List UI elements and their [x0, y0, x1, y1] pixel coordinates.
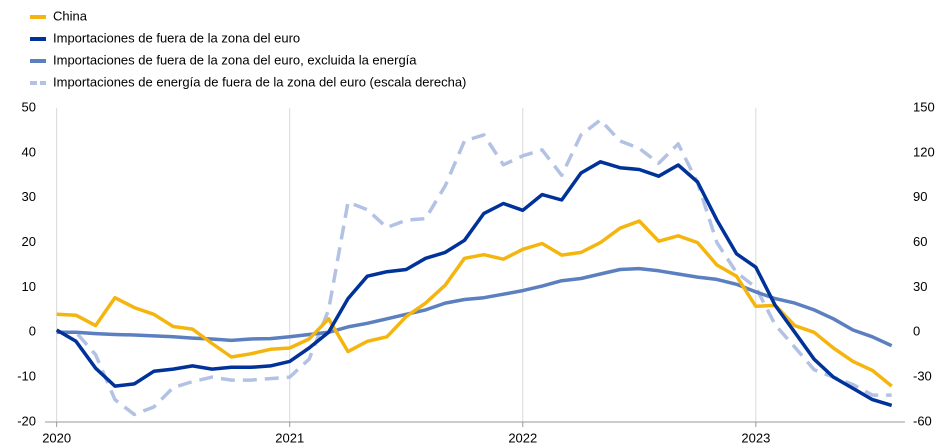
- y2-tick-label: 60: [913, 234, 927, 249]
- y2-tick-label: 120: [913, 144, 935, 159]
- y-tick-label: 10: [22, 279, 36, 294]
- legend-label: Importaciones de fuera de la zona del eu…: [53, 30, 300, 45]
- series-line: [56, 266, 893, 348]
- x-tick-label: 2020: [42, 430, 71, 445]
- x-tick-label: 2022: [508, 430, 537, 445]
- y-tick-label: -20: [17, 413, 36, 428]
- series-line: [55, 160, 893, 408]
- y2-tick-label: -30: [913, 369, 932, 384]
- y-tick-label: 40: [22, 144, 36, 159]
- y2-tick-label: 90: [913, 189, 927, 204]
- y-tick-label: 0: [29, 324, 36, 339]
- y2-tick-label: 0: [913, 324, 920, 339]
- x-tick-label: 2021: [275, 430, 304, 445]
- y-tick-label: -10: [17, 369, 36, 384]
- series-line: [56, 118, 892, 417]
- y-tick-label: 50: [22, 99, 36, 114]
- y-tick-label: 30: [22, 189, 36, 204]
- legend-label: Importaciones de fuera de la zona del eu…: [53, 52, 417, 67]
- y2-tick-label: -60: [913, 413, 932, 428]
- legend-label: Importaciones de energía de fuera de la …: [53, 74, 466, 89]
- y-tick-label: 20: [22, 234, 36, 249]
- legend-label: China: [53, 8, 88, 23]
- x-tick-label: 2023: [741, 430, 770, 445]
- series-line: [56, 219, 893, 388]
- y2-tick-label: 30: [913, 279, 927, 294]
- y2-tick-label: 150: [913, 99, 935, 114]
